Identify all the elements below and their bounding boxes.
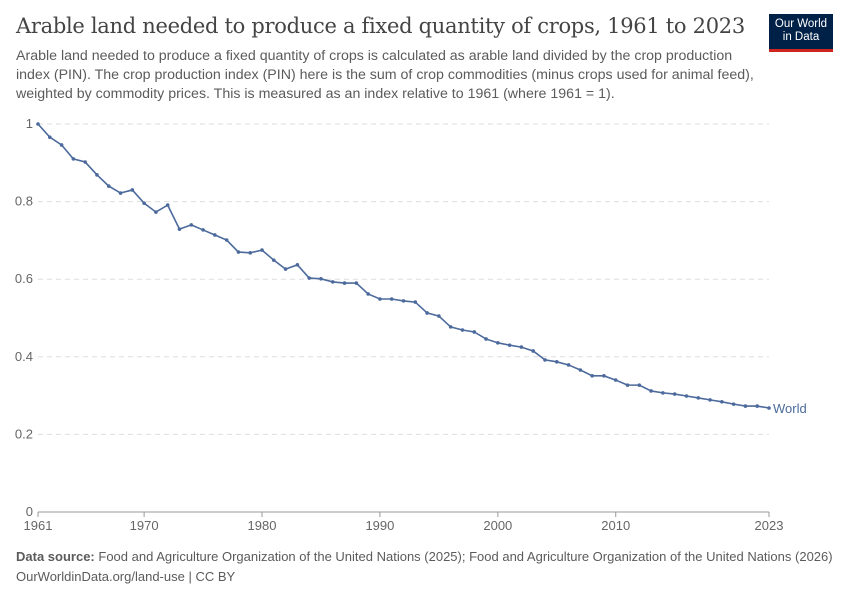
y-tick-label: 1 [26,116,33,131]
x-tick-label: 2010 [601,518,630,533]
y-tick-label: 0.8 [15,194,33,209]
data-point [248,251,253,255]
data-point [767,406,771,410]
chart-subtitle: Arable land needed to produce a fixed qu… [16,48,754,102]
data-point [672,392,677,396]
data-point [684,394,689,398]
data-point [437,314,441,318]
data-point [401,299,406,303]
data-point [201,228,205,232]
data-point [342,281,347,285]
y-tick-label: 0 [26,504,33,519]
data-point [590,374,594,378]
data-point [637,383,642,387]
x-tick-label: 1970 [130,518,159,533]
x-tick-label: 2023 [755,518,784,533]
data-point [413,300,418,304]
data-point [177,227,182,231]
data-point [142,201,146,205]
y-tick-label: 0.4 [15,349,33,364]
data-point [378,297,382,301]
data-point [47,135,52,139]
data-point [554,360,559,364]
data-point [295,263,300,267]
data-point [602,374,606,378]
data-point [59,143,64,147]
data-point [307,276,311,280]
data-point [496,341,500,345]
data-point [578,368,583,372]
data-point [389,297,394,301]
data-point [83,160,87,164]
y-tick-label: 0.6 [15,271,33,286]
data-point [283,267,288,271]
data-point [696,396,701,400]
source-label: Data source: [16,549,95,564]
data-point [319,277,323,281]
data-point [154,210,158,214]
data-point [106,184,111,188]
x-tick-label: 1990 [365,518,394,533]
data-source: Data source: Food and Agriculture Organi… [16,549,833,564]
data-point [236,250,241,254]
x-tick-label: 1961 [24,518,53,533]
source-url[interactable]: OurWorldinData.org/land-use | CC BY [16,569,236,584]
data-point [472,330,477,334]
data-point [566,363,571,367]
data-point [224,238,229,242]
data-point [484,337,488,341]
data-point [354,281,359,285]
data-point [661,391,665,395]
data-point [165,203,170,207]
data-point [460,328,465,332]
data-point [519,345,524,349]
data-point [95,173,99,177]
owid-logo[interactable]: Our World in Data [769,14,833,52]
y-tick-label: 0.2 [15,426,33,441]
data-point [543,358,547,362]
data-point [36,122,40,126]
data-point [425,311,429,315]
data-point [507,343,512,347]
source-text: Food and Agriculture Organization of the… [98,549,833,564]
data-point [213,233,217,237]
data-point [708,398,712,402]
data-point [189,223,194,227]
data-point [130,188,135,192]
data-point [743,404,748,408]
chart-title: Arable land needed to produce a fixed qu… [16,14,745,38]
data-point [448,325,453,329]
series-line-world [37,123,770,409]
x-tick-label: 2000 [483,518,512,533]
series-label: World [773,401,807,416]
data-point [330,280,335,284]
data-point [649,389,653,393]
data-point [272,258,276,262]
data-point [720,400,724,404]
x-tick-label: 1980 [248,518,277,533]
data-point [366,292,370,296]
data-point [613,378,618,382]
data-point [531,349,535,353]
data-point [260,248,264,252]
data-point [755,404,760,408]
data-point [118,191,123,195]
data-point [625,383,630,387]
data-point [731,402,736,406]
data-point [71,157,76,161]
